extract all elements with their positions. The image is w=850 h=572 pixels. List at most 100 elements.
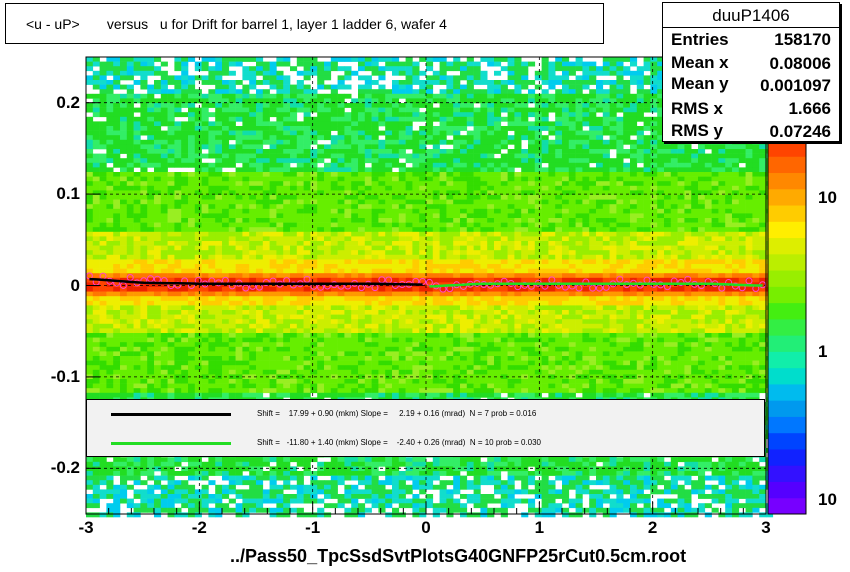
heatmap-cell: [160, 268, 168, 274]
heatmap-cell: [228, 369, 236, 375]
heatmap-cell: [249, 153, 257, 159]
heatmap-cell: [262, 277, 270, 283]
heatmap-cell: [290, 208, 298, 214]
heatmap-cell: [426, 310, 434, 315]
heatmap-cell: [426, 231, 434, 237]
heatmap-cell: [106, 475, 114, 481]
heatmap-cell: [310, 314, 318, 320]
heatmap-cell: [154, 185, 162, 191]
heatmap-cell: [269, 323, 277, 329]
heatmap-cell: [181, 383, 189, 389]
heatmap-cell: [188, 199, 196, 205]
heatmap-cell: [256, 346, 264, 352]
heatmap-cell: [392, 172, 400, 177]
heatmap-cell: [174, 287, 182, 292]
heatmap-cell: [378, 277, 386, 283]
heatmap-cell: [235, 245, 243, 251]
heatmap-cell: [120, 231, 128, 237]
heatmap-cell: [310, 61, 318, 67]
heatmap-cell: [208, 351, 216, 357]
heatmap-cell: [296, 388, 304, 394]
heatmap-cell: [262, 61, 270, 67]
heatmap-cell: [106, 241, 114, 246]
heatmap-cell: [92, 291, 100, 297]
heatmap-cell: [106, 236, 114, 242]
heatmap-cell: [194, 328, 202, 334]
heatmap-cell: [398, 70, 406, 76]
heatmap-cell: [140, 190, 148, 196]
heatmap-cell: [351, 204, 359, 210]
heatmap-cell: [310, 181, 318, 187]
heatmap-cell: [364, 337, 372, 343]
heatmap-cell: [303, 172, 311, 177]
heatmap-cell: [330, 494, 338, 499]
heatmap-cell: [324, 245, 332, 251]
heatmap-cell: [208, 268, 216, 274]
heatmap-cell: [242, 162, 250, 168]
heatmap-cell: [303, 273, 311, 279]
heatmap-cell: [262, 227, 270, 233]
heatmap-cell: [426, 323, 434, 329]
heatmap-cell: [106, 507, 114, 513]
heatmap-cell: [147, 130, 155, 136]
heatmap-cell: [412, 130, 420, 136]
heatmap-cell: [296, 208, 304, 214]
heatmap-cell: [432, 250, 440, 256]
heatmap-cell: [344, 291, 352, 297]
heatmap-cell: [106, 149, 114, 154]
heatmap-cell: [296, 61, 304, 67]
heatmap-cell: [99, 195, 107, 200]
heatmap-cell: [405, 300, 413, 306]
heatmap-cell: [92, 80, 100, 85]
heatmap-cell: [405, 213, 413, 219]
heatmap-cell: [364, 218, 372, 223]
heatmap-cell: [256, 66, 264, 72]
heatmap-cell: [181, 130, 189, 136]
heatmap-cell: [167, 296, 175, 302]
heatmap-cell: [222, 84, 230, 90]
heatmap-cell: [324, 379, 332, 384]
heatmap-cell: [337, 291, 345, 297]
heatmap-cell: [351, 116, 359, 122]
heatmap-cell: [446, 80, 454, 85]
heatmap-cell: [344, 144, 352, 150]
heatmap-cell: [324, 195, 332, 200]
heatmap-cell: [228, 333, 236, 338]
heatmap-cell: [113, 61, 121, 67]
heatmap-cell: [419, 135, 427, 141]
heatmap-cell: [405, 466, 413, 472]
heatmap-cell: [446, 112, 454, 118]
heatmap-cell: [269, 356, 277, 361]
heatmap-cell: [140, 199, 148, 205]
heatmap-cell: [392, 480, 400, 486]
heatmap-cell: [208, 250, 216, 256]
heatmap-cell: [215, 172, 223, 177]
heatmap-cell: [378, 167, 386, 173]
heatmap-cell: [344, 162, 352, 168]
heatmap-cell: [303, 135, 311, 141]
heatmap-cell: [398, 107, 406, 113]
heatmap-cell: [419, 130, 427, 136]
heatmap-cell: [242, 254, 250, 260]
heatmap-cell: [242, 273, 250, 279]
heatmap-cell: [283, 259, 291, 265]
heatmap-cell: [432, 254, 440, 260]
heatmap-cell: [385, 236, 393, 242]
heatmap-cell: [167, 139, 175, 145]
heatmap-cell: [262, 167, 270, 173]
heatmap-cell: [283, 383, 291, 389]
heatmap-cell: [351, 241, 359, 246]
heatmap-cell: [269, 342, 277, 348]
heatmap-cell: [133, 153, 141, 159]
heatmap-cell: [86, 457, 94, 463]
heatmap-cell: [140, 273, 148, 279]
heatmap-cell: [126, 337, 134, 343]
heatmap-cell: [174, 208, 182, 214]
heatmap-cell: [317, 484, 325, 490]
heatmap-cell: [439, 107, 447, 113]
heatmap-cell: [154, 231, 162, 237]
heatmap-cell: [174, 392, 182, 398]
heatmap-cell: [262, 291, 270, 297]
heatmap-cell: [419, 70, 427, 76]
heatmap-cell: [426, 296, 434, 302]
